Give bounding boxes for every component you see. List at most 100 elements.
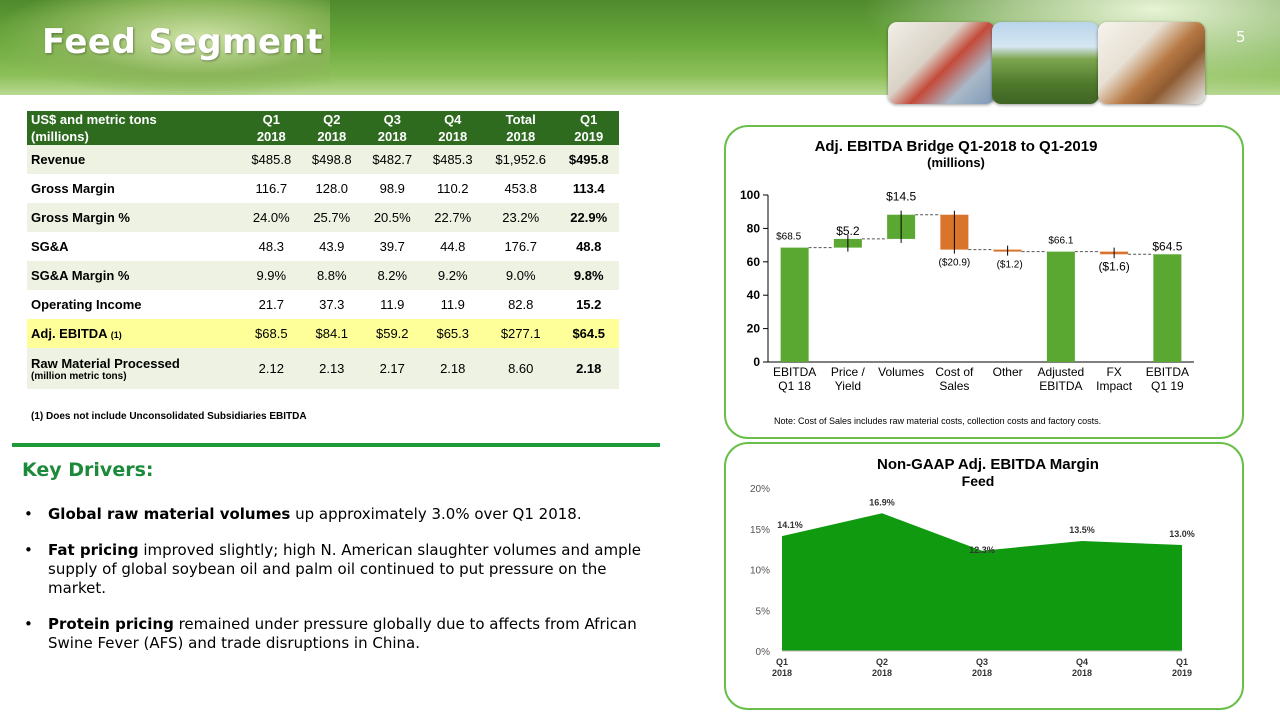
table-header-cell: Q2 [301,111,363,128]
table-row-highlighted: Adj. EBITDA (1) $68.5 $84.1 $59.2 $65.3 … [27,319,619,348]
y-tick-label: 100 [740,188,760,202]
waterfall-bar [1046,251,1075,362]
x-tick-label: FX [1106,365,1121,379]
table-cell: 116.7 [255,181,288,196]
table-cell: 82.8 [508,297,534,312]
table-header-row: (millions) 2018 2018 2018 2018 2018 2019 [27,128,619,145]
list-item: • Protein pricing remained under pressure… [22,615,662,653]
table-row: Revenue $485.8 $498.8 $482.7 $485.3 $1,9… [27,145,619,174]
row-label-text: Adj. EBITDA [31,326,108,341]
table-row: Gross Margin 116.7 128.0 98.9 110.2 453.… [27,174,619,203]
data-label: $68.5 [776,232,801,243]
table-header-cell: Q3 [362,111,423,128]
waterfall-bar [1153,254,1182,362]
bullet-icon: • [24,615,33,633]
financial-table: US$ and metric tons Q1 Q2 Q3 Q4 Total Q1… [27,111,619,389]
y-tick-label: 20 [747,322,761,336]
table-cell: 8.2% [362,261,423,290]
table-cell: 11.9 [380,297,405,312]
chart-subtitle: (millions) [927,155,985,170]
table-cell: 48.8 [576,239,602,254]
table-cell: 9.9% [241,261,302,290]
table-cell: 98.9 [379,181,405,196]
x-tick-label: Q4 [1076,657,1088,667]
table-cell: 22.7% [422,203,483,232]
list-item: • Fat pricing improved slightly; high N. … [22,541,662,598]
table-cell: 9.0% [482,261,559,290]
table-header-cell: US$ and metric tons [27,111,242,128]
key-drivers-list: • Global raw material volumes up approxim… [22,505,662,670]
table-cell: 23.2% [482,203,559,232]
table-cell: 113.4 [572,181,605,196]
row-label: SG&A [31,239,69,254]
table-row: SG&A Margin % 9.9% 8.8% 8.2% 9.2% 9.0% 9… [27,261,619,290]
table-header-cell: 2018 [422,128,483,145]
bullet-emphasis: Global raw material volumes [48,505,291,523]
margin-area-chart: Non-GAAP Adj. EBITDA Margin Feed 0% 5% 10%… [750,456,1195,678]
table-header-cell: 2018 [241,128,302,145]
data-label: 16.9% [869,497,895,507]
y-tick-label: 10% [750,566,770,577]
table-cell: $1,952.6 [482,145,559,174]
y-tick-label: 40 [747,288,761,302]
table-header-cell: 2019 [558,128,619,145]
row-label: SG&A Margin % [27,261,242,290]
bullet-emphasis: Fat pricing [48,541,139,559]
data-label: $66.1 [1048,236,1073,247]
table-cell: 48.3 [258,239,284,254]
waterfall-bar [780,247,809,362]
y-tick-label: 15% [750,525,770,536]
table-cell: $84.1 [301,319,363,348]
seedling-hand-image [0,0,330,95]
page-title: Feed Segment [42,22,323,62]
x-tick-label: 2018 [772,668,792,678]
y-tick-label: 0% [756,647,771,658]
x-tick-label: 2018 [972,668,992,678]
table-header-cell: Q1 [241,111,302,128]
bullet-icon: • [24,541,33,559]
farm-field-photo [992,22,1099,104]
y-tick-label: 80 [747,221,761,235]
section-divider [12,443,660,447]
table-header-cell: 2018 [362,128,423,145]
data-label: 12.3% [969,545,995,555]
chart-title: Non-GAAP Adj. EBITDA Margin [877,456,1099,473]
data-label: 14.1% [777,520,803,530]
bullet-text: up approximately 3.0% over Q1 2018. [290,505,582,523]
table-row: SG&A 48.3 43.9 39.7 44.8 176.7 48.8 [27,232,619,261]
table-cell: 37.3 [319,297,345,312]
table-row: Operating Income 21.7 37.3 11.9 11.9 82.… [27,290,619,319]
x-tick-label: Q1 [1176,657,1188,667]
table-cell: $59.2 [362,319,423,348]
table-cell: 22.9% [558,203,619,232]
x-tick-label: Q1 19 [1151,379,1184,393]
table-cell: 8.8% [301,261,363,290]
table-cell: $485.3 [422,145,483,174]
y-tick-label: 60 [747,255,761,269]
y-tick-label: 5% [756,606,771,617]
table-cell: 2.18 [558,348,619,389]
data-label: ($1.6) [1098,259,1129,273]
data-label: $64.5 [1152,239,1182,253]
table-cell: 20.5% [362,203,423,232]
data-label: $5.2 [836,224,860,238]
x-tick-label: EBITDA [1146,365,1189,379]
table-header-cell: 2018 [482,128,559,145]
row-label: Operating Income [31,297,142,312]
table-row: Gross Margin % 24.0% 25.7% 20.5% 22.7% 2… [27,203,619,232]
table-cell: 15.2 [576,297,602,312]
x-tick-label: Q2 [876,657,888,667]
table-cell: 110.2 [436,181,469,196]
table-cell: 2.13 [301,348,363,389]
data-label: 13.5% [1069,525,1095,535]
table-cell: 9.8% [558,261,619,290]
table-cell: 2.18 [422,348,483,389]
row-label: Gross Margin [31,181,115,196]
chicken-photo [888,22,995,104]
table-header-cell: Q1 [558,111,619,128]
bullet-text: improved slightly; high N. American slau… [48,541,642,597]
table-cell: 9.2% [422,261,483,290]
x-tick-label: Yield [835,379,861,393]
bullet-icon: • [24,505,33,523]
data-label: ($1.2) [997,260,1023,271]
